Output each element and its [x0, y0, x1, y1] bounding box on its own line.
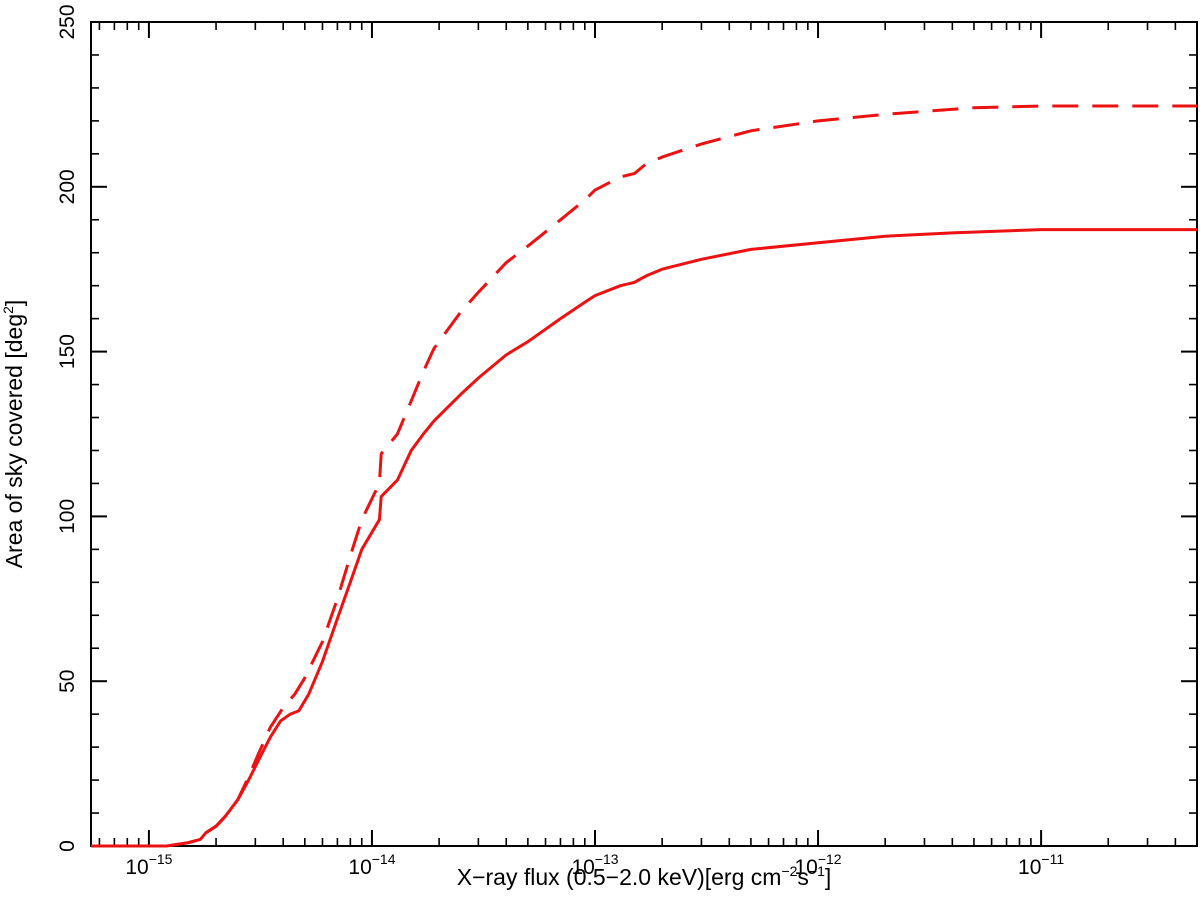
- x-tick-label-exponent: −13: [595, 851, 619, 867]
- x-tick-label-base: 10: [794, 856, 817, 879]
- y-tick-label: 100: [56, 499, 79, 534]
- x-tick-label-base: 10: [1018, 856, 1041, 879]
- y-tick-label: 150: [56, 334, 79, 369]
- x-axis-label-middle: s: [797, 864, 809, 890]
- x-tick-label-exponent: −11: [1041, 851, 1064, 867]
- x-tick-label: 10−14: [348, 851, 395, 879]
- y-tick-label: 0: [56, 840, 79, 852]
- y-axis-label-sup: 2: [0, 306, 16, 314]
- x-tick-label: 10−13: [571, 851, 618, 879]
- x-tick-label: 10−12: [794, 851, 841, 879]
- x-axis-label-sup1: −2: [781, 863, 797, 879]
- solid-area-curve: [91, 228, 1197, 848]
- x-tick-label: 10−11: [1018, 851, 1064, 879]
- x-tick-label-base: 10: [571, 856, 594, 879]
- x-tick-label-base: 10: [125, 856, 148, 879]
- data-series: [91, 104, 1197, 848]
- x-tick-label-base: 10: [348, 856, 371, 879]
- x-tick-label-exponent: −15: [149, 851, 173, 867]
- x-axis-label-sup2: −1: [809, 863, 825, 879]
- y-tick-label: 50: [56, 670, 79, 693]
- y-axis-label: Area of sky covered [deg2]: [0, 300, 27, 569]
- x-tick-label: 10−15: [125, 851, 172, 879]
- x-axis-label-suffix: ]: [825, 864, 831, 890]
- x-axis-label-prefix: X−ray flux (0.5−2.0 keV)[erg cm: [457, 864, 782, 890]
- y-tick-label: 200: [56, 169, 79, 204]
- dashed-area-curve: [91, 104, 1197, 848]
- x-tick-label-exponent: −12: [818, 851, 842, 867]
- y-axis-label-prefix: Area of sky covered [deg: [1, 314, 27, 568]
- x-axis-label: X−ray flux (0.5−2.0 keV)[erg cm−2s−1]: [457, 863, 832, 890]
- y-axis-label-suffix: ]: [1, 300, 27, 306]
- y-tick-label: 250: [56, 4, 79, 39]
- plot-frame: [90, 21, 1198, 847]
- x-tick-label-exponent: −14: [372, 851, 396, 867]
